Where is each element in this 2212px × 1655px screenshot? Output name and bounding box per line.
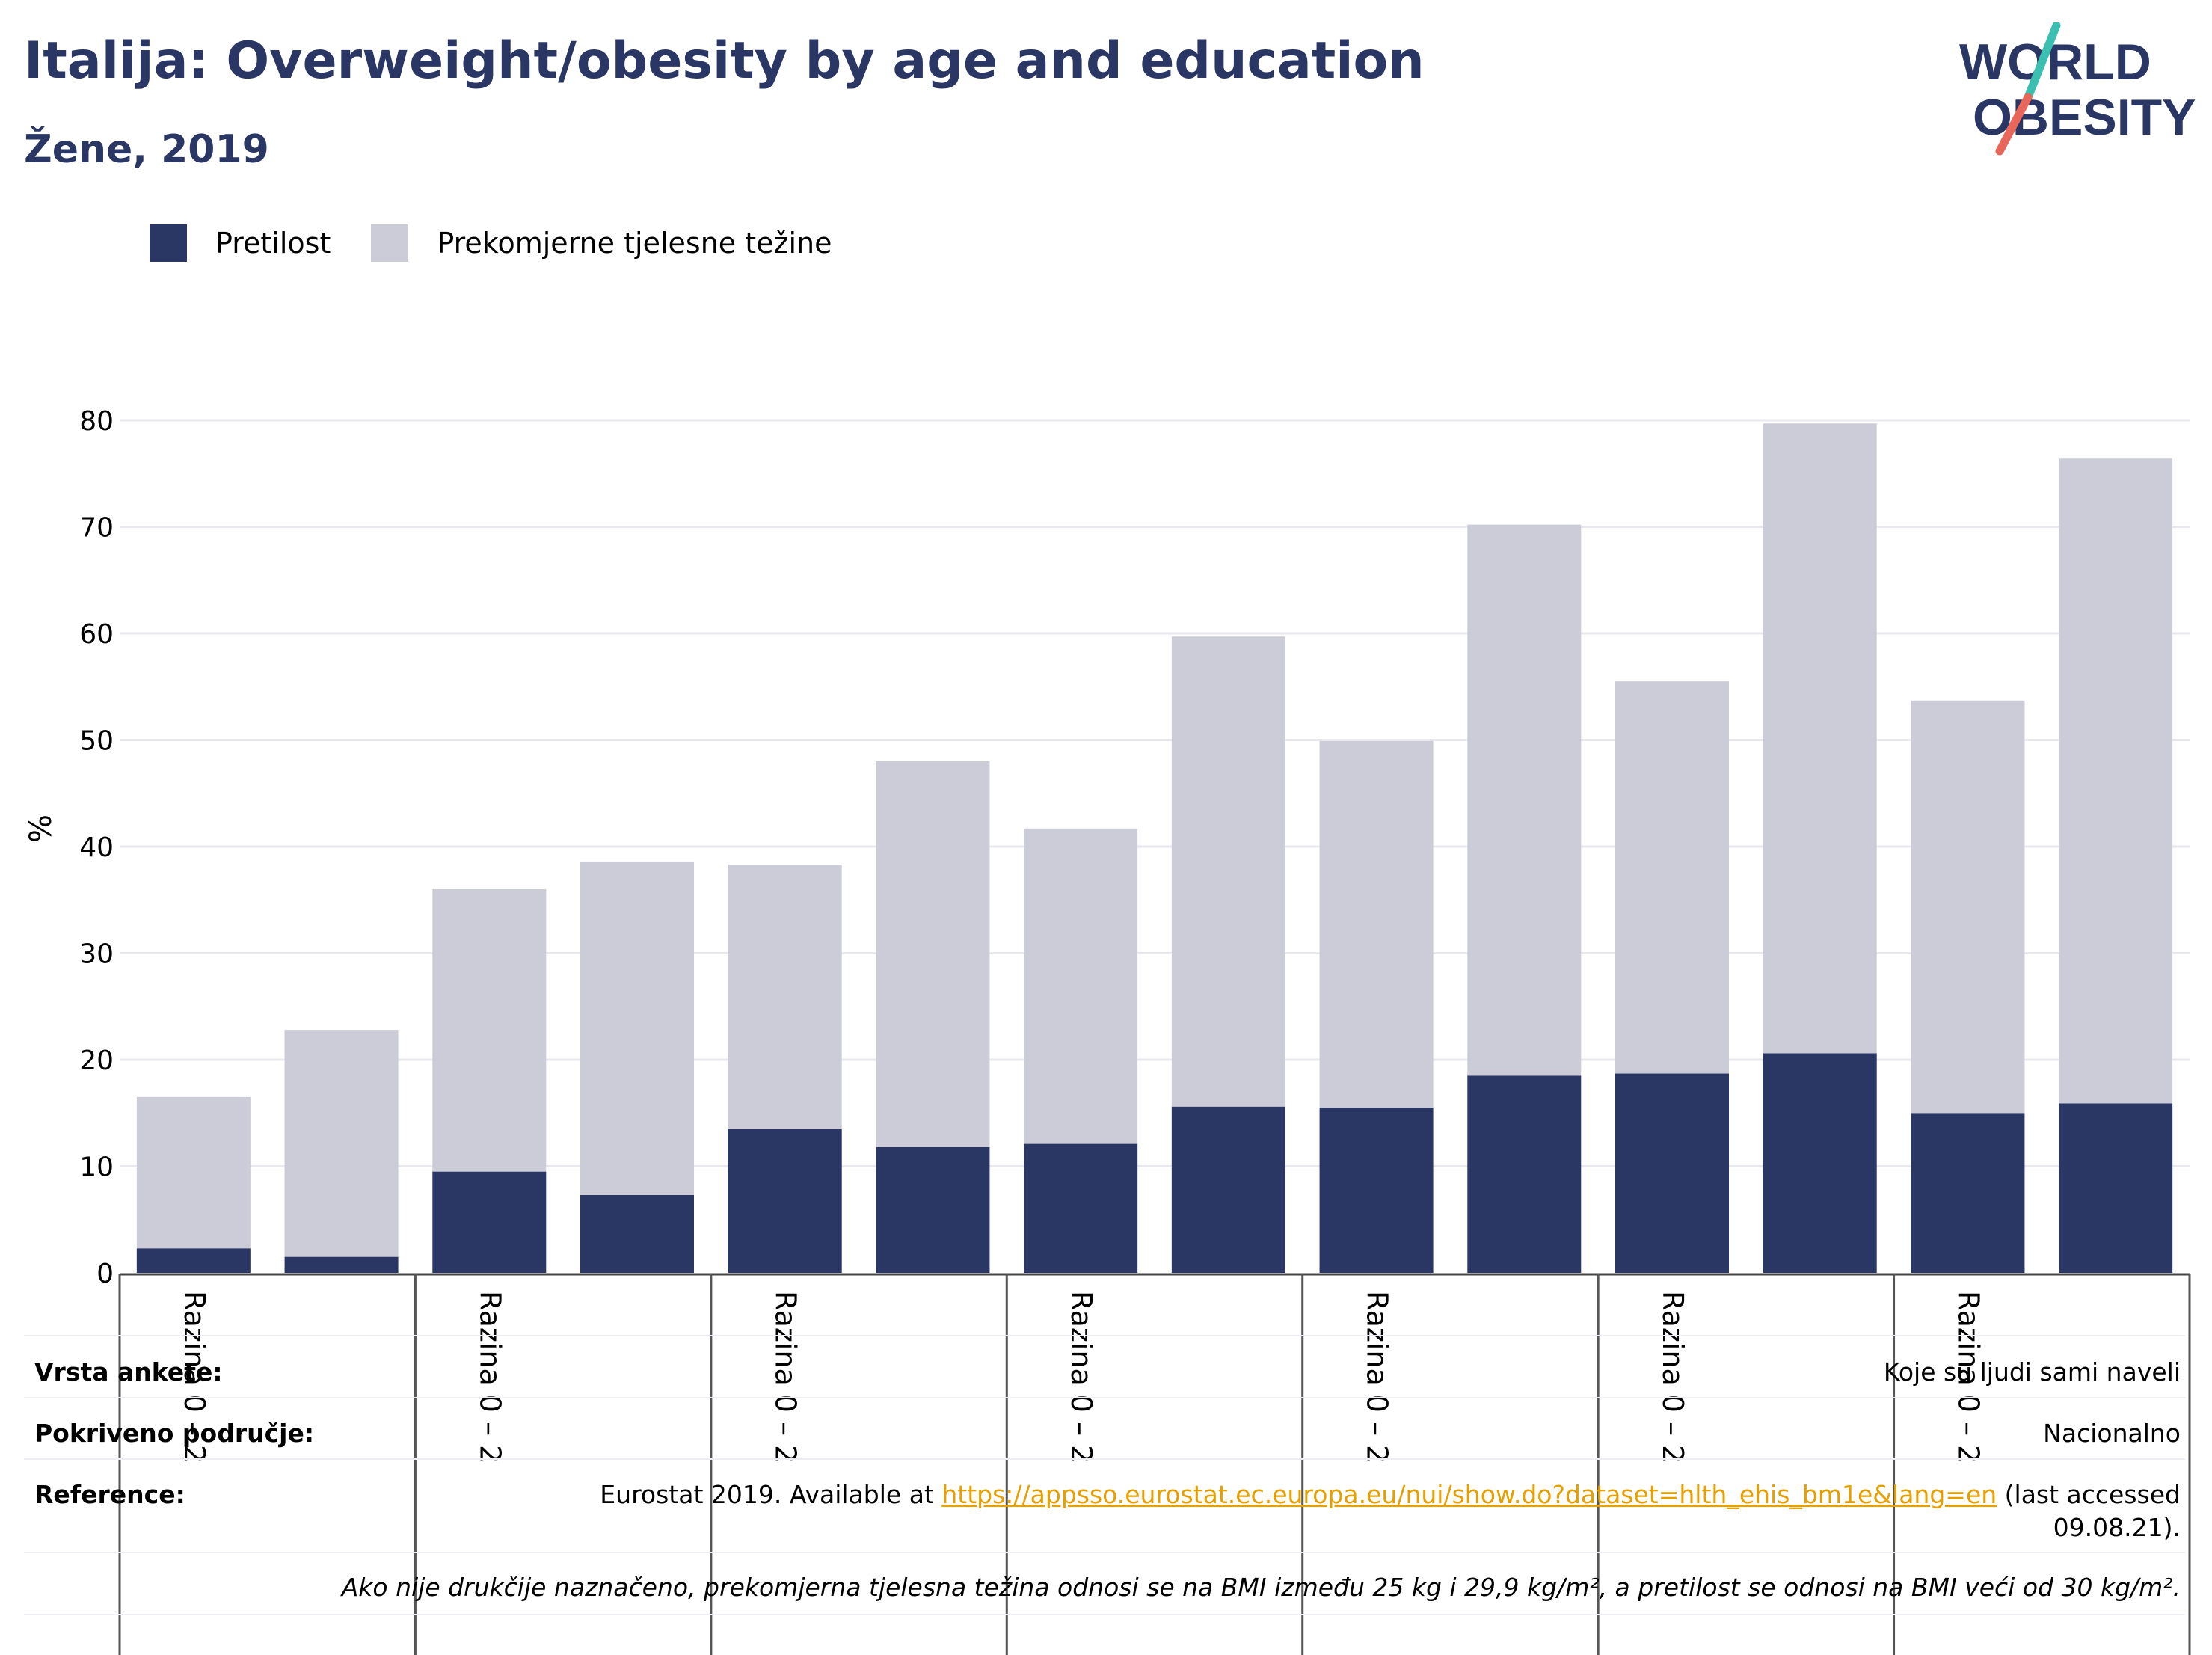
reference-suffix: (last accessed [1997, 1480, 2181, 1509]
bar-pretilost [1319, 1108, 1434, 1273]
y-tick-label: 0 [96, 1259, 114, 1289]
bar-prekomjerne [1024, 828, 1138, 1144]
y-tick-label: 40 [79, 832, 114, 863]
bar-pretilost [1024, 1143, 1138, 1273]
reference-date: 09.08.21). [2053, 1513, 2181, 1542]
bar-prekomjerne [728, 865, 842, 1129]
chart-legend: Pretilost Prekomjerne tjelesne težine [150, 223, 873, 263]
x-group-label: Razina 0 – 2 [1656, 1291, 1689, 1463]
bar-pretilost [876, 1146, 990, 1273]
legend-swatch-prekomjerne [371, 224, 409, 262]
y-tick-label: 70 [79, 513, 114, 544]
x-group-label: Razina 0 – 2 [1065, 1291, 1098, 1463]
bar-prekomjerne [1763, 423, 1877, 1054]
bar-prekomjerne [876, 761, 990, 1147]
reference-link[interactable]: https://appsso.eurostat.ec.europa.eu/nui… [941, 1480, 1997, 1509]
bar-pretilost [580, 1194, 694, 1273]
bar-prekomjerne [432, 889, 547, 1172]
legend-label-pretilost: Pretilost [215, 227, 331, 260]
coverage-value: Nacionalno [2043, 1419, 2181, 1448]
y-tick-label: 30 [79, 939, 114, 970]
reference-value: Eurostat 2019. Available at https://apps… [600, 1480, 2181, 1509]
coverage-label: Pokriveno područje: [34, 1419, 315, 1448]
definition-note: Ako nije drukčije naznačeno, prekomjerna… [341, 1573, 2181, 1602]
world-obesity-logo: WORLD OBESITY [1959, 22, 2196, 156]
bar-pretilost [284, 1256, 399, 1273]
y-axis-label: % [24, 814, 58, 843]
info-divider [24, 1552, 2185, 1553]
y-tick-label: 60 [79, 619, 114, 650]
bar-pretilost [2059, 1103, 2173, 1273]
y-tick-label: 20 [79, 1045, 114, 1076]
x-group-label: Razina 0 – 2 [769, 1291, 802, 1463]
info-divider [24, 1397, 2185, 1398]
x-group-label: Razina 0 – 2 [1952, 1291, 1985, 1463]
bar-prekomjerne [580, 861, 694, 1195]
x-group-label: Razina 0 – 2 [473, 1291, 506, 1463]
bar-pretilost [1467, 1075, 1582, 1273]
bar-pretilost [432, 1171, 547, 1273]
bar-pretilost [1763, 1053, 1877, 1273]
logo-line1: WORLD [1959, 34, 2151, 90]
bar-pretilost [1911, 1113, 2025, 1273]
page-title: Italija: Overweight/obesity by age and e… [24, 31, 1425, 90]
survey-type-value: Koje su ljudi sami naveli [1883, 1357, 2181, 1387]
bar-prekomjerne [136, 1096, 251, 1249]
bar-pretilost [1171, 1106, 1285, 1273]
bar-pretilost [1615, 1073, 1729, 1273]
reference-prefix: Eurostat 2019. Available at [600, 1480, 942, 1509]
info-divider [24, 1458, 2185, 1460]
x-group-label: Razina 0 – 2 [178, 1291, 211, 1463]
bar-pretilost [136, 1248, 251, 1273]
y-tick-label: 80 [79, 406, 114, 437]
bar-prekomjerne [2059, 458, 2173, 1104]
bar-prekomjerne [1171, 636, 1285, 1107]
info-divider [24, 1335, 2185, 1336]
legend-swatch-pretilost [150, 224, 187, 262]
x-group-label: Razina 0 – 2 [1361, 1291, 1394, 1463]
page-subtitle: Žene, 2019 [24, 127, 269, 172]
survey-type-label: Vrsta ankete: [34, 1357, 223, 1387]
bar-prekomjerne [1911, 700, 2025, 1114]
bar-prekomjerne [284, 1030, 399, 1257]
bar-prekomjerne [1615, 681, 1729, 1074]
bar-prekomjerne [1319, 740, 1434, 1108]
legend-label-prekomjerne: Prekomjerne tjelesne težine [437, 227, 832, 260]
info-divider [24, 1614, 2185, 1615]
bar-prekomjerne [1467, 524, 1582, 1076]
reference-label: Reference: [34, 1480, 185, 1509]
bar-pretilost [728, 1129, 842, 1273]
y-tick-label: 10 [79, 1152, 114, 1183]
y-tick-label: 50 [79, 726, 114, 757]
